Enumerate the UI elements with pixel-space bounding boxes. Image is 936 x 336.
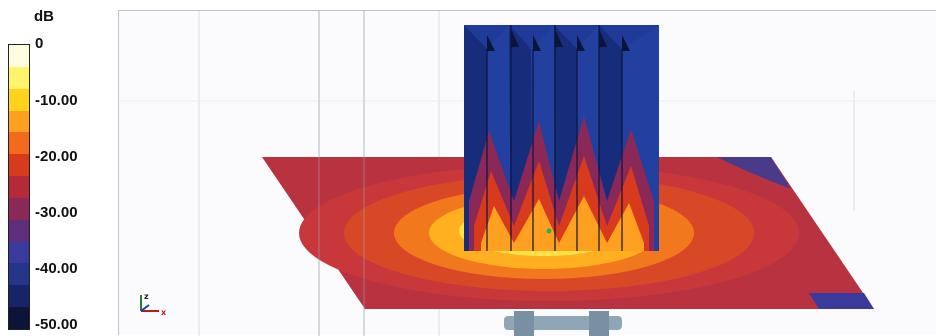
colorbar-band-2 — [9, 88, 29, 111]
legend-tick-5: -50.00 — [35, 316, 78, 333]
plane-corner-tr — [717, 157, 791, 189]
colorbar-band-6 — [9, 176, 29, 198]
feed-point — [546, 228, 552, 234]
colorbar-band-5 — [9, 154, 29, 177]
legend-tick-1: -10.00 — [35, 92, 78, 109]
colorbar-band-9 — [9, 241, 29, 264]
antenna-mount — [504, 311, 622, 336]
axis-label-x: x — [161, 308, 167, 317]
colorbar-band-1 — [9, 66, 29, 89]
legend-colorbar — [8, 44, 30, 330]
colorbar-band-8 — [9, 219, 29, 242]
plane-corner-br — [809, 293, 874, 309]
axis-label-z: z — [144, 292, 149, 301]
colorbar-band-10 — [9, 263, 29, 286]
legend-tick-2: -20.00 — [35, 148, 78, 165]
legend-tick-3: -30.00 — [35, 204, 78, 221]
3d-viewport[interactable]: z x — [118, 10, 936, 336]
colorbar-band-11 — [9, 285, 29, 308]
vertical-cut-planes — [464, 25, 659, 251]
field-plot-canvas: z x — [119, 11, 936, 336]
colorbar-band-7 — [9, 197, 29, 220]
xyz-axes-icon: z x — [140, 292, 167, 317]
colorbar-band-12 — [9, 307, 29, 329]
legend-tick-4: -40.00 — [35, 260, 78, 277]
legend-unit: dB — [34, 8, 54, 25]
colorbar-band-3 — [9, 110, 29, 133]
colorbar-band-0 — [9, 45, 29, 67]
colorbar-band-4 — [9, 132, 29, 155]
color-legend: dB 0 -10.00 -20.00 -30.00 -40.00 -50.00 — [0, 0, 118, 335]
legend-tick-0: 0 — [35, 35, 44, 52]
